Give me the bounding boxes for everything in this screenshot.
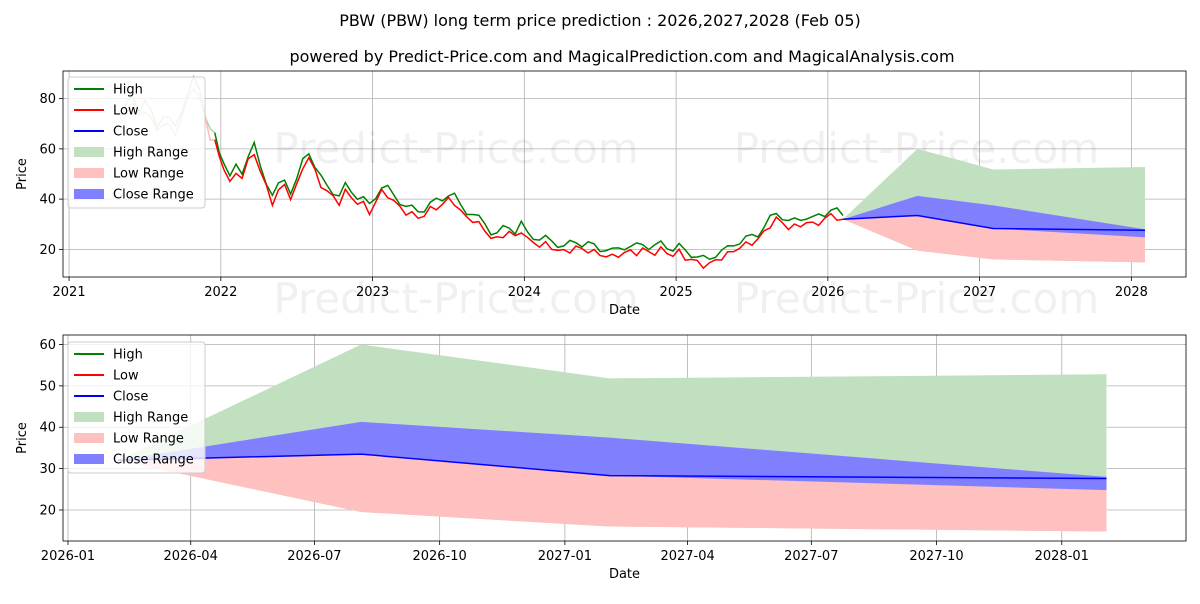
x-tick-label: 2026-04: [164, 549, 218, 564]
x-tick-label: 2025: [660, 285, 693, 300]
y-axis-label: Price: [15, 422, 30, 454]
x-tick-label: 2027-01: [538, 549, 592, 564]
high-line: [214, 132, 844, 261]
close-forecast-line: [842, 214, 1146, 232]
y-tick-label: 50: [39, 379, 56, 394]
legend-swatch: [74, 189, 104, 199]
chart-title: PBW (PBW) long term price prediction : 2…: [339, 11, 861, 30]
legend-swatch: [74, 454, 104, 464]
y-tick-label: 80: [39, 92, 56, 107]
x-tick-label: 2028-01: [1035, 549, 1089, 564]
x-tick-label: 2023: [356, 285, 389, 300]
x-tick-label: 2027-10: [909, 549, 963, 564]
low-range-area: [843, 215, 1145, 263]
close-forecast-line: [117, 453, 1107, 480]
y-tick-label: 40: [39, 421, 56, 436]
legend-label: Close Range: [113, 188, 194, 203]
x-tick-label: 2027-07: [784, 549, 838, 564]
legend-swatch: [74, 412, 104, 422]
watermark-text: Predict-Price.com: [273, 124, 638, 173]
legend-label: Close: [113, 125, 148, 140]
x-tick-label: 2028: [1115, 285, 1148, 300]
x-tick-label: 2027: [963, 285, 996, 300]
legend-swatch: [74, 147, 104, 157]
legend-swatch: [74, 168, 104, 178]
panel-bottom-forecast-detail: Predict-Price.comPredict-Price.com2026-0…: [15, 334, 1187, 582]
x-tick-label: 2026: [811, 285, 844, 300]
x-axis-label: Date: [609, 567, 640, 582]
legend-label: High Range: [113, 411, 188, 426]
legend-swatch: [74, 433, 104, 443]
legend-label: High: [113, 348, 143, 363]
close-range-area: [843, 195, 1145, 238]
legend-label: Close: [113, 390, 148, 405]
x-axis-label: Date: [609, 303, 640, 318]
x-tick-label: 2026-07: [287, 549, 341, 564]
plot-frame: [62, 70, 1187, 278]
x-tick-label: 2026-10: [412, 549, 466, 564]
watermark-text: Predict-Price.com: [273, 274, 638, 323]
legend-label: High Range: [113, 146, 188, 161]
close-range-area: [117, 421, 1107, 491]
legend-label: Close Range: [113, 453, 194, 468]
legend-label: Low: [113, 369, 139, 384]
legend-label: Low Range: [113, 432, 184, 447]
y-tick-label: 20: [39, 503, 56, 518]
legend-label: High: [113, 83, 143, 98]
panel-top-full-history: Predict-Price.com Predict-Price.com Predic…: [15, 70, 1187, 323]
chart-subtitle: powered by Predict-Price.com and Magical…: [289, 47, 954, 66]
x-tick-label: 2021: [53, 285, 86, 300]
x-tick-label: 2024: [508, 285, 541, 300]
y-tick-label: 40: [39, 193, 56, 208]
y-tick-label: 60: [39, 142, 56, 157]
legend-label: Low: [113, 104, 139, 119]
y-axis-label: Price: [15, 158, 30, 190]
watermark-text: Predict-Price.com: [734, 274, 1099, 323]
x-tick-label: 2022: [204, 285, 237, 300]
legend-label: Low Range: [113, 167, 184, 182]
x-tick-label: 2026-01: [41, 549, 95, 564]
low-line: [214, 139, 844, 270]
y-tick-label: 20: [39, 243, 56, 258]
y-tick-label: 30: [39, 462, 56, 477]
x-tick-label: 2027-04: [660, 549, 714, 564]
y-tick-label: 60: [39, 338, 56, 353]
plot-frame: [62, 334, 1187, 542]
low-range-area: [117, 454, 1107, 532]
